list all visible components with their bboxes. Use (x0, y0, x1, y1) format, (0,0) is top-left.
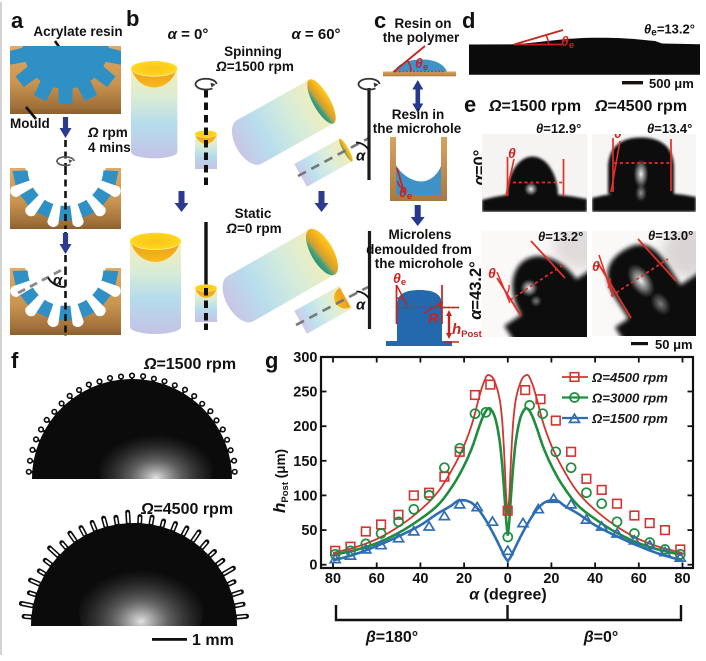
svg-text:40: 40 (587, 571, 603, 587)
svg-text:Ω=4500 rpm: Ω=4500 rpm (591, 370, 668, 385)
svg-text:α = 0°: α = 0° (168, 26, 209, 43)
svg-text:the polymer: the polymer (383, 30, 460, 45)
svg-text:α = 60°: α = 60° (291, 26, 340, 43)
svg-text:α: α (53, 272, 63, 289)
svg-text:4 mins: 4 mins (88, 140, 131, 155)
svg-text:60: 60 (631, 571, 647, 587)
svg-text:50 μm: 50 μm (655, 337, 693, 352)
svg-text:β=180°: β=180° (365, 629, 418, 646)
svg-text:d: d (462, 8, 475, 33)
svg-text:Ω=0 rpm: Ω=0 rpm (225, 221, 281, 236)
svg-text:θ=13.2°: θ=13.2° (538, 229, 583, 244)
svg-text:100: 100 (293, 488, 317, 504)
svg-text:α (degree): α (degree) (469, 587, 547, 604)
svg-text:θ: θ (592, 258, 600, 274)
svg-text:0: 0 (309, 558, 317, 574)
svg-text:Resin in: Resin in (392, 107, 445, 122)
svg-text:θ=13.0°: θ=13.0° (648, 228, 693, 243)
svg-text:a: a (11, 8, 24, 33)
svg-text:β=0°: β=0° (583, 629, 619, 646)
svg-text:θ=12.9°: θ=12.9° (536, 121, 581, 136)
svg-text:b: b (126, 6, 139, 31)
svg-text:Ω=1500 rpm: Ω=1500 rpm (488, 98, 581, 115)
svg-text:θ: θ (508, 145, 516, 161)
svg-text:Microlens: Microlens (388, 227, 451, 242)
svg-text:Ω rpm: Ω rpm (87, 125, 128, 140)
svg-text:250: 250 (293, 385, 317, 401)
svg-text:R: R (428, 310, 439, 326)
svg-text:Spinning: Spinning (224, 44, 282, 59)
svg-text:Ω=3000 rpm: Ω=3000 rpm (591, 391, 668, 406)
svg-text:hPost (μm): hPost (μm) (270, 449, 291, 513)
svg-text:Acrylate resin: Acrylate resin (33, 24, 122, 39)
svg-text:e: e (464, 92, 476, 117)
svg-text:150: 150 (293, 454, 317, 470)
svg-text:Ω=1500 rpm: Ω=1500 rpm (215, 59, 294, 74)
svg-text:50: 50 (301, 523, 317, 539)
svg-text:60: 60 (369, 571, 385, 587)
svg-text:Ω=1500 rpm: Ω=1500 rpm (591, 411, 668, 426)
svg-text:α: α (356, 148, 366, 165)
svg-text:the microhole: the microhole (373, 121, 462, 136)
svg-text:20: 20 (456, 571, 472, 587)
svg-text:80: 80 (325, 571, 341, 587)
svg-text:θ=13.4°: θ=13.4° (647, 121, 692, 136)
svg-text:500 μm: 500 μm (649, 76, 694, 91)
svg-text:Ω=4500 rpm: Ω=4500 rpm (594, 98, 687, 115)
svg-text:Ω=1500 rpm: Ω=1500 rpm (143, 356, 236, 373)
svg-text:Static: Static (235, 206, 272, 221)
svg-text:20: 20 (543, 571, 559, 587)
svg-text:f: f (11, 348, 19, 373)
svg-text:demoulded from: demoulded from (366, 242, 472, 257)
svg-text:α: α (356, 297, 366, 314)
svg-text:θ: θ (488, 265, 496, 281)
svg-text:1 mm: 1 mm (192, 632, 234, 649)
svg-text:0: 0 (504, 571, 512, 587)
svg-text:Resin on: Resin on (394, 16, 451, 31)
svg-text:40: 40 (412, 571, 428, 587)
svg-text:200: 200 (293, 419, 317, 435)
svg-text:Mould: Mould (10, 116, 50, 131)
svg-text:300: 300 (293, 350, 317, 366)
svg-text:the microhole: the microhole (375, 256, 464, 271)
svg-text:g: g (265, 348, 278, 373)
svg-text:80: 80 (674, 571, 690, 587)
